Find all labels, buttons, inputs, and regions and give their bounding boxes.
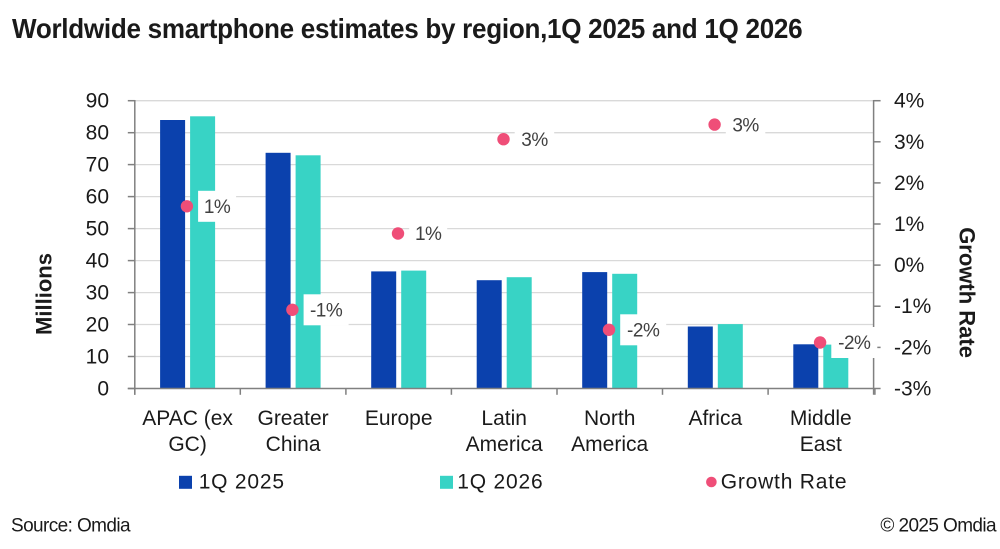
svg-text:1Q 2025: 1Q 2025 (199, 471, 285, 494)
svg-text:30: 30 (86, 282, 109, 305)
svg-text:20: 20 (86, 314, 109, 337)
svg-text:90: 90 (86, 90, 109, 113)
svg-text:America: America (571, 433, 648, 456)
svg-text:Africa: Africa (688, 407, 742, 430)
svg-text:50: 50 (86, 218, 109, 241)
svg-text:APAC (ex: APAC (ex (142, 407, 233, 430)
svg-text:0: 0 (97, 378, 109, 401)
svg-text:60: 60 (86, 186, 109, 209)
svg-text:40: 40 (86, 250, 109, 273)
svg-text:2%: 2% (894, 172, 924, 195)
svg-text:4%: 4% (894, 90, 924, 113)
svg-text:80: 80 (86, 122, 109, 145)
svg-text:-2%: -2% (894, 336, 931, 359)
svg-text:Source: Omdia: Source: Omdia (11, 516, 131, 537)
svg-text:East: East (800, 433, 842, 456)
svg-text:Greater: Greater (257, 407, 328, 430)
svg-text:Latin: Latin (481, 407, 527, 430)
svg-text:America: America (466, 433, 543, 456)
svg-text:3%: 3% (732, 115, 759, 136)
svg-text:-1%: -1% (310, 301, 343, 322)
svg-text:-2%: -2% (627, 321, 660, 342)
svg-text:1%: 1% (894, 213, 924, 236)
svg-text:© 2025 Omdia: © 2025 Omdia (880, 516, 997, 537)
svg-text:Millions: Millions (32, 253, 57, 335)
svg-text:3%: 3% (521, 130, 548, 151)
svg-text:GC): GC) (168, 433, 207, 456)
svg-text:Europe: Europe (365, 407, 433, 430)
svg-text:-3%: -3% (894, 378, 931, 401)
svg-text:0%: 0% (894, 254, 924, 277)
svg-text:70: 70 (86, 154, 109, 177)
svg-text:10: 10 (86, 346, 109, 369)
svg-text:China: China (266, 433, 321, 456)
svg-text:Growth Rate: Growth Rate (721, 471, 848, 494)
svg-text:1Q 2026: 1Q 2026 (457, 471, 543, 494)
svg-text:1%: 1% (204, 197, 231, 218)
svg-text:Middle: Middle (790, 407, 852, 430)
svg-text:-2%: -2% (838, 333, 871, 354)
svg-text:North: North (584, 407, 635, 430)
svg-text:3%: 3% (894, 131, 924, 154)
svg-text:1%: 1% (415, 224, 442, 245)
svg-text:-1%: -1% (894, 295, 931, 318)
svg-text:Growth Rate: Growth Rate (955, 227, 980, 358)
